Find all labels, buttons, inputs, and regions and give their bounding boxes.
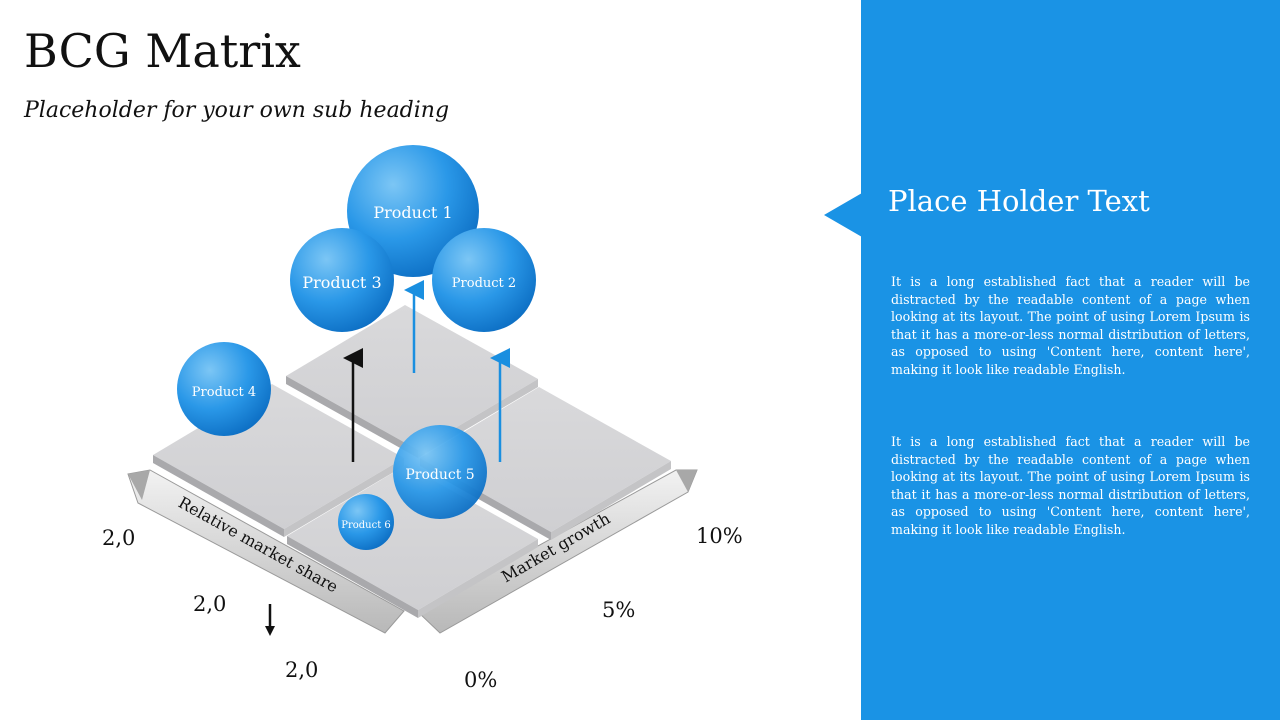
market-growth-axis xyxy=(417,469,698,634)
arrow-black-down-head xyxy=(265,626,275,636)
left-value-3: 2,0 xyxy=(285,658,319,682)
product-1-bubble: Product 1 xyxy=(347,145,479,277)
product-5-label: Product 5 xyxy=(405,467,474,483)
right-value-10: 10% xyxy=(696,524,743,548)
left-value-2: 2,0 xyxy=(193,592,227,616)
page-title: BCG Matrix xyxy=(24,24,301,78)
product-4-label: Product 4 xyxy=(192,385,256,400)
right-value-5: 5% xyxy=(602,598,636,622)
bcg-matrix-diagram: Product 1 Product 3 Product 2 Product 4 … xyxy=(127,145,698,636)
page-subtitle: Placeholder for your own sub heading xyxy=(24,98,450,123)
product-4-bubble: Product 4 xyxy=(177,342,271,436)
panel-heading: Place Holder Text xyxy=(888,184,1150,218)
product-2-label: Product 2 xyxy=(452,276,516,291)
info-panel: Place Holder Text It is a long establish… xyxy=(861,0,1280,720)
product-3-bubble: Product 3 xyxy=(290,228,394,332)
product-2-bubble: Product 2 xyxy=(432,228,536,332)
right-value-0: 0% xyxy=(464,668,498,692)
panel-pointer xyxy=(824,193,862,237)
product-6-label: Product 6 xyxy=(341,520,391,531)
product-3-label: Product 3 xyxy=(302,273,381,292)
product-5-bubble: Product 5 xyxy=(393,425,487,519)
product-6-bubble: Product 6 xyxy=(338,494,394,550)
panel-paragraph-2: It is a long established fact that a rea… xyxy=(891,434,1250,537)
panel-paragraph-1: It is a long established fact that a rea… xyxy=(891,274,1250,377)
left-value-1: 2,0 xyxy=(102,526,136,550)
relative-market-share-axis xyxy=(127,469,405,634)
product-1-label: Product 1 xyxy=(373,203,452,222)
